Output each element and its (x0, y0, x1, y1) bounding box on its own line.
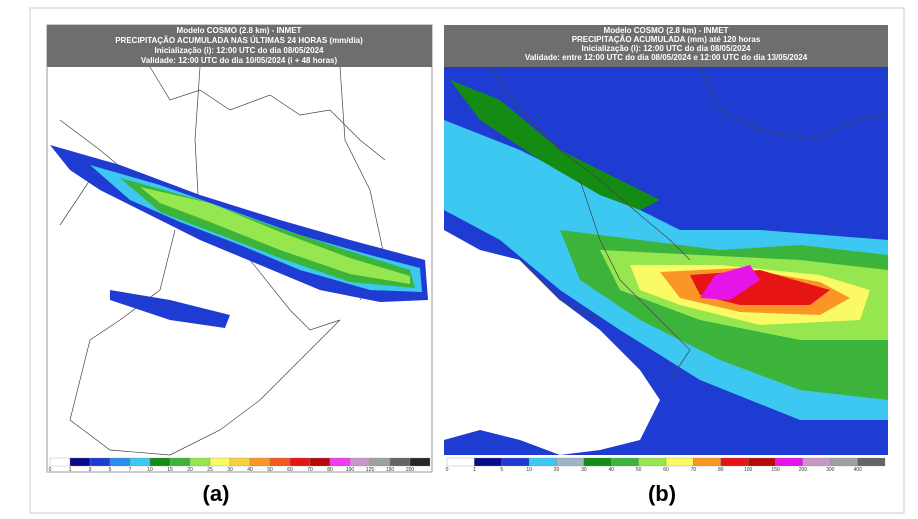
colorbar-label: 30 (227, 467, 233, 473)
colorbar-label: 70 (307, 467, 313, 473)
dry-area (444, 230, 660, 455)
colorbar-swatch (583, 457, 612, 467)
header-line: PRECIPITAÇÃO ACUMULADA NAS ÚLTIMAS 24 HO… (115, 36, 363, 45)
colorbar-label: 100 (346, 467, 355, 473)
header-line: Inicialização (i): 12:00 UTC do dia 08/0… (582, 44, 752, 53)
colorbar-label: 1 (69, 467, 72, 473)
header-line: Validade: 12:00 UTC do dia 10/05/2024 (i… (141, 56, 338, 65)
colorbar-label: 25 (207, 467, 213, 473)
header-line: Inicialização (i): 12:00 UTC do dia 08/0… (155, 46, 325, 55)
colorbar-swatch (501, 457, 530, 467)
colorbar-swatch (309, 457, 331, 467)
colorbar-swatch (149, 457, 171, 467)
colorbar-label: 50 (267, 467, 273, 473)
colorbar-label: 10 (526, 467, 532, 473)
colorbar-label: 15 (167, 467, 173, 473)
rain-band (450, 80, 660, 210)
colorbar-label: 300 (826, 467, 835, 473)
colorbar-label: 125 (366, 467, 375, 473)
caption: (b) (648, 481, 676, 506)
colorbar-label: 0 (446, 467, 449, 473)
colorbar-swatch (49, 457, 71, 467)
colorbar-label: 40 (608, 467, 614, 473)
colorbar-swatch (89, 457, 111, 467)
colorbar-swatch (289, 457, 311, 467)
colorbar-swatch (446, 457, 475, 467)
colorbar-swatch (802, 457, 831, 467)
colorbar-swatch (556, 457, 585, 467)
colorbar-label: 0 (49, 467, 52, 473)
colorbar-swatch (389, 457, 411, 467)
colorbar-swatch (129, 457, 151, 467)
colorbar-label: 30 (581, 467, 587, 473)
colorbar-label: 200 (406, 467, 415, 473)
colorbar-swatch (409, 457, 431, 467)
colorbar-label: 3 (89, 467, 92, 473)
colorbar-swatch (747, 457, 776, 467)
borders (489, 66, 889, 381)
rain-band (110, 290, 230, 328)
colorbar-swatch (720, 457, 749, 467)
colorbar-swatch (169, 457, 191, 467)
colorbar-swatch (638, 457, 667, 467)
colorbar-swatch (830, 457, 858, 467)
colorbar-swatch (249, 457, 271, 467)
header-line: Modelo COSMO (2.8 km) - INMET (604, 26, 729, 35)
colorbar-swatch (474, 457, 502, 467)
colorbar-label: 80 (718, 467, 724, 473)
colorbar-label: 100 (744, 467, 753, 473)
colorbar-label: 10 (147, 467, 153, 473)
colorbar-swatch (528, 457, 557, 467)
colorbar-swatch (775, 457, 804, 467)
header-line: Modelo COSMO (2.8 km) - INMET (177, 26, 302, 35)
colorbar-swatch (269, 457, 291, 467)
panel-a: Modelo COSMO (2.8 km) - INMET PRECIPITAÇ… (46, 24, 433, 506)
header-line: Validade: entre 12:00 UTC do dia 08/05/2… (525, 53, 808, 62)
colorbar-label: 50 (636, 467, 642, 473)
colorbar-swatch (229, 457, 251, 467)
colorbar-swatch (665, 457, 694, 467)
colorbar-swatch (369, 457, 391, 467)
colorbar: 0 1 5 10 20 30 40 50 60 70 80 100 150 200 300 400 (446, 457, 886, 473)
colorbar-label: 20 (187, 467, 193, 473)
colorbar-label: 150 (386, 467, 395, 473)
colorbar-label: 400 (853, 467, 862, 473)
panel-b: Modelo COSMO (2.8 km) - INMET PRECIPITAÇ… (444, 25, 889, 506)
colorbar-label: 40 (247, 467, 253, 473)
colorbar-label: 150 (771, 467, 780, 473)
colorbar-swatch (109, 457, 131, 467)
colorbar-label: 7 (129, 467, 132, 473)
rain-band (140, 187, 410, 284)
rain-band (700, 265, 760, 300)
colorbar-label: 5 (109, 467, 112, 473)
colorbar-label: 60 (287, 467, 293, 473)
colorbar-label: 80 (327, 467, 333, 473)
caption: (a) (203, 481, 230, 506)
colorbar-label: 20 (554, 467, 560, 473)
colorbar-swatch (611, 457, 639, 467)
colorbar-label: 70 (691, 467, 697, 473)
colorbar-swatch (329, 457, 351, 467)
colorbar-swatch (349, 457, 371, 467)
colorbar-swatch (693, 457, 721, 467)
colorbar-swatch (857, 457, 886, 467)
colorbar-swatch (189, 457, 211, 467)
header-bar (444, 25, 888, 67)
colorbar-swatch (69, 457, 91, 467)
colorbar-label: 5 (500, 467, 503, 473)
colorbar-swatch (209, 457, 231, 467)
colorbar: 0 1 3 5 7 10 15 20 25 30 40 50 60 70 80 100 125 150 200 (49, 457, 431, 473)
header-bar (47, 25, 432, 67)
colorbar-label: 1 (473, 467, 476, 473)
header-line: PRECIPITAÇÃO ACUMULADA (mm) até 120 hora… (572, 35, 761, 44)
colorbar-label: 200 (799, 467, 808, 473)
colorbar-label: 60 (663, 467, 669, 473)
